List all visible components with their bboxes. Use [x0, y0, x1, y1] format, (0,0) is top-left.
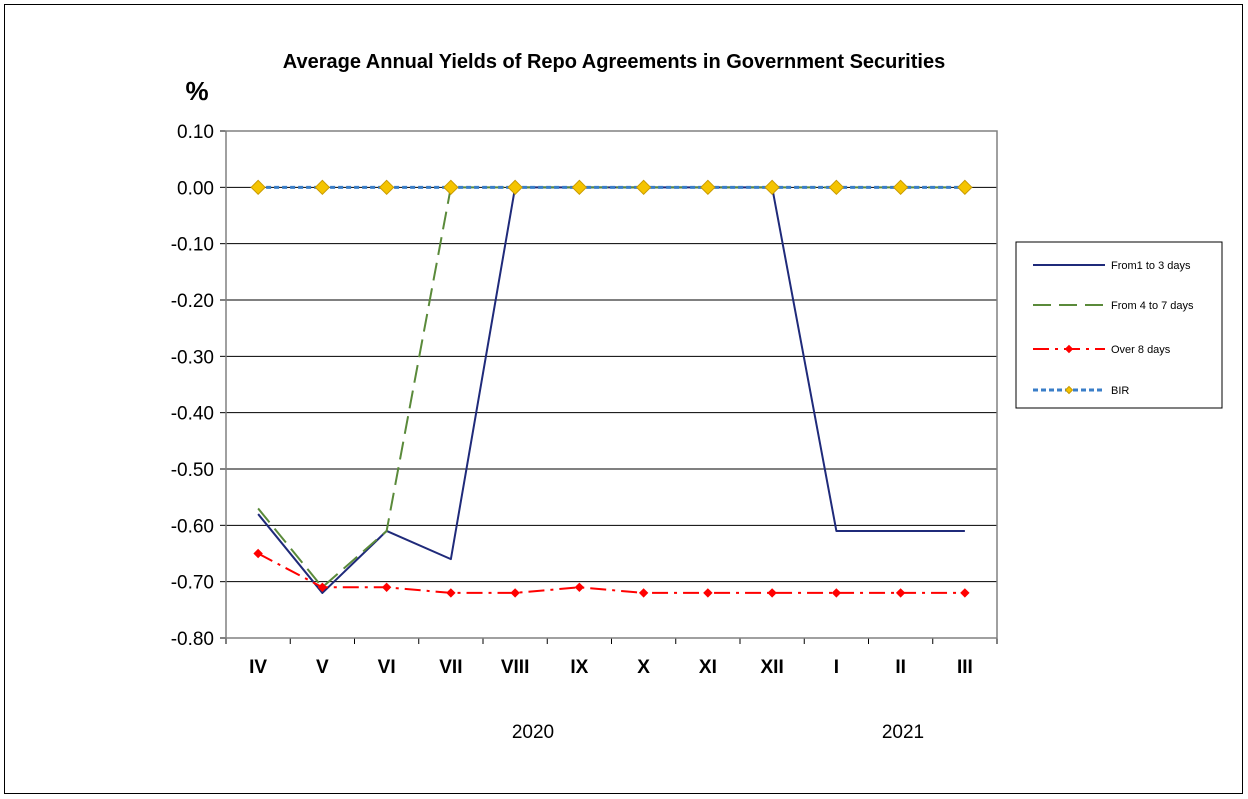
x-tick-label: X — [637, 657, 650, 678]
plot-area-border — [225, 130, 998, 639]
y-axis-ticks: 0.10 0.00 -0.10 -0.20 -0.30 -0.40 -0.50 -0.60 -0… — [171, 122, 226, 650]
x-tick-label: VI — [378, 657, 396, 678]
data-point — [507, 179, 523, 196]
legend-box — [1015, 241, 1223, 409]
data-point — [635, 179, 652, 196]
series-line — [257, 186, 965, 594]
series-line — [257, 186, 965, 589]
data-point — [831, 588, 842, 598]
legend-item: Over 8 days — [1033, 344, 1171, 356]
series-from1-to-3-days — [257, 186, 965, 594]
x-tick-label: III — [957, 657, 973, 678]
data-point — [253, 548, 263, 559]
data-point — [895, 588, 906, 598]
x-tick-label: II — [895, 657, 906, 678]
year-label-2021: 2021 — [882, 722, 924, 743]
x-tick-label: VIII — [501, 657, 530, 678]
legend: From1 to 3 days From 4 to 7 days Over 8 da… — [1015, 241, 1223, 409]
y-tick-label: -0.70 — [171, 573, 214, 594]
grid-lines — [226, 186, 997, 583]
x-axis-ticks: IV V VI VII VIII IX X XI XII I II III — [225, 638, 998, 678]
data-point — [510, 588, 520, 598]
y-tick-label: -0.60 — [171, 516, 214, 537]
y-tick-label: -0.40 — [171, 404, 214, 425]
data-point — [638, 588, 649, 598]
series-lines — [250, 179, 973, 598]
y-tick-label: -0.20 — [171, 291, 214, 312]
legend-item: BIR — [1033, 385, 1129, 397]
data-point — [828, 179, 845, 196]
y-tick-label: 0.00 — [177, 178, 214, 199]
y-tick-label: 0.10 — [177, 122, 214, 143]
series-over-8-days — [253, 548, 970, 598]
legend-label: Over 8 days — [1111, 344, 1171, 356]
chart-title: Average Annual Yields of Repo Agreements… — [283, 51, 945, 73]
y-tick-label: -0.80 — [171, 629, 214, 650]
data-point — [700, 179, 716, 196]
data-point — [574, 582, 585, 593]
y-tick-label: -0.30 — [171, 347, 214, 368]
x-tick-label: XI — [699, 657, 717, 678]
data-point — [764, 179, 780, 196]
data-point — [314, 179, 331, 196]
x-tick-label: XII — [761, 657, 784, 678]
data-point — [957, 179, 973, 196]
x-tick-label: VII — [439, 657, 462, 678]
data-point — [317, 582, 328, 593]
legend-label: BIR — [1111, 385, 1129, 397]
x-tick-label: IX — [570, 657, 588, 678]
legend-label: From 4 to 7 days — [1111, 300, 1194, 312]
x-tick-label: IV — [249, 657, 267, 678]
data-point — [443, 179, 459, 196]
data-point — [703, 588, 713, 598]
x-tick-label: V — [316, 657, 329, 678]
legend-marker — [1064, 385, 1074, 395]
data-point — [381, 582, 392, 593]
series-from-4-to-7-days — [257, 186, 965, 589]
data-point — [892, 179, 909, 196]
legend-marker — [1064, 344, 1074, 354]
data-point — [250, 179, 266, 196]
series-line — [257, 552, 965, 594]
x-tick-label: I — [834, 657, 839, 678]
data-point — [378, 179, 395, 196]
data-point — [960, 588, 970, 598]
year-label-2020: 2020 — [512, 722, 554, 743]
data-point — [767, 588, 777, 598]
series-bir — [250, 179, 973, 196]
data-point — [446, 588, 456, 598]
legend-item: From1 to 3 days — [1033, 260, 1191, 272]
y-axis-unit-label: % — [185, 76, 208, 106]
data-point — [571, 179, 588, 196]
y-tick-label: -0.10 — [171, 235, 214, 256]
y-tick-label: -0.50 — [171, 460, 214, 481]
legend-item: From 4 to 7 days — [1033, 300, 1194, 312]
legend-label: From1 to 3 days — [1111, 260, 1191, 272]
